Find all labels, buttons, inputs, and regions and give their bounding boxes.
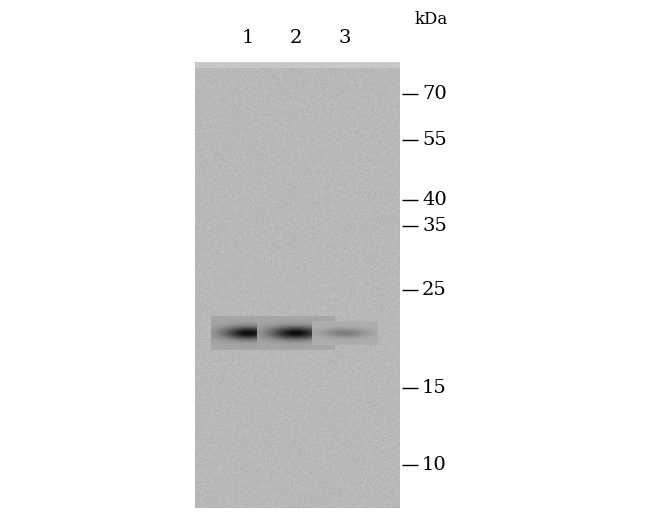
Text: 40: 40 [422, 191, 447, 210]
Text: 70: 70 [422, 85, 447, 102]
Text: 25: 25 [422, 281, 447, 300]
Text: kDa: kDa [415, 11, 448, 29]
Text: 2: 2 [290, 29, 302, 47]
Text: 35: 35 [422, 217, 447, 235]
Text: 1: 1 [242, 29, 254, 47]
Text: 3: 3 [339, 29, 351, 47]
Text: 10: 10 [422, 457, 447, 474]
Text: 55: 55 [422, 131, 447, 149]
Text: 15: 15 [422, 379, 447, 397]
